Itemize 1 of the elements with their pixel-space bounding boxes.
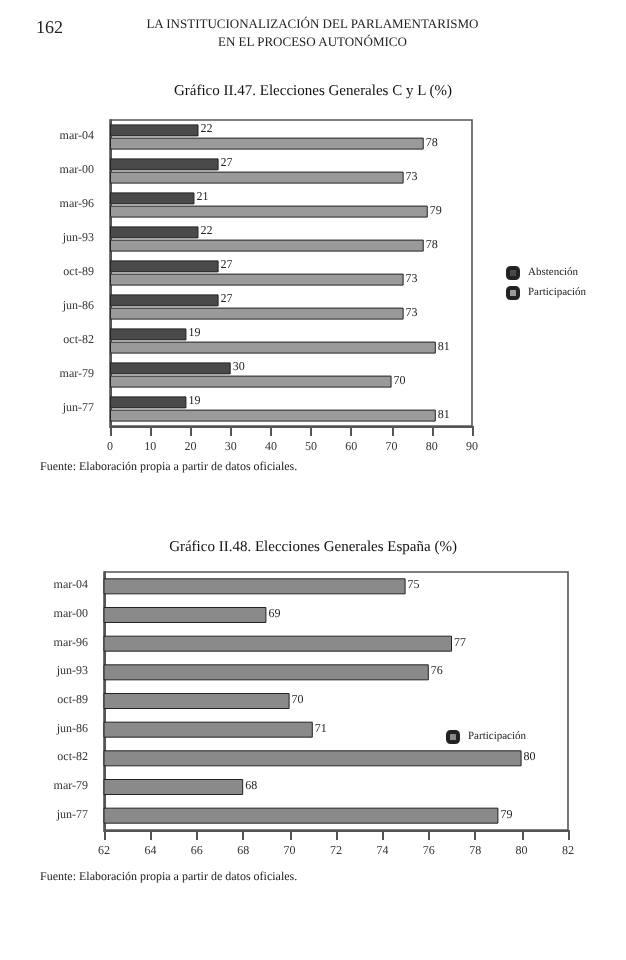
- text: 162: [36, 17, 63, 37]
